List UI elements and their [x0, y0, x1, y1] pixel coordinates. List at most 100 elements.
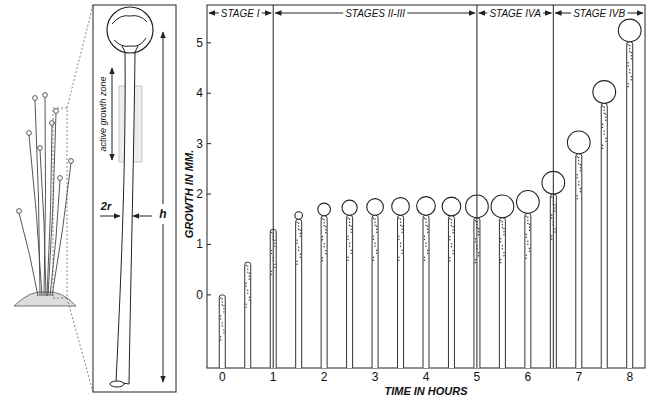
stipple	[325, 232, 326, 233]
stipple	[500, 220, 501, 221]
stipple	[400, 219, 401, 220]
stipple	[373, 260, 374, 261]
stipple	[478, 234, 479, 235]
stipple	[322, 257, 323, 258]
stipple	[475, 241, 476, 242]
radius-arrow	[100, 216, 120, 217]
marks	[219, 19, 641, 368]
stipple	[398, 257, 399, 258]
stipple	[576, 174, 577, 175]
stipple	[247, 265, 248, 266]
x-tick-label: 4	[423, 370, 430, 384]
stipple	[554, 204, 555, 205]
stipple	[373, 236, 374, 237]
sporangium	[392, 198, 410, 216]
stipple	[274, 246, 275, 247]
y-tick-label: 0	[196, 288, 203, 302]
stipple	[349, 219, 350, 220]
zoom-line	[67, 5, 93, 108]
stipple	[401, 229, 402, 230]
stipple	[401, 226, 402, 227]
x-tick-label: 8	[626, 370, 633, 384]
stipple	[245, 282, 246, 283]
sporangium	[367, 199, 384, 216]
stipple	[271, 274, 272, 275]
stipple	[580, 188, 581, 189]
cluster	[14, 5, 93, 392]
stipple	[325, 250, 326, 251]
stipple	[223, 305, 224, 306]
stipple	[322, 218, 323, 219]
stipple	[629, 72, 630, 73]
stipple	[222, 304, 223, 305]
stipple	[527, 223, 528, 224]
stipple	[373, 218, 374, 219]
stipple	[298, 250, 299, 251]
stipple	[576, 198, 577, 199]
stipple	[376, 253, 377, 254]
chart: 012345012345678TIME IN HOURSGROWTH IN MM…	[183, 5, 645, 397]
stipple	[478, 228, 479, 229]
stipple	[351, 229, 352, 230]
stage-label: STAGES II-III	[345, 8, 405, 19]
stalk	[347, 215, 353, 368]
stipple	[398, 218, 399, 219]
stipple	[322, 239, 323, 240]
stipple	[527, 217, 528, 218]
stipple	[298, 247, 299, 248]
stipple	[220, 297, 221, 298]
stipple	[503, 231, 504, 232]
sporangium-sketch	[27, 131, 32, 136]
stalk-sketch	[19, 213, 38, 296]
stipple	[249, 299, 250, 300]
sporangium	[295, 212, 303, 220]
stipple	[223, 308, 224, 309]
stipple	[551, 238, 552, 239]
stalk	[448, 216, 454, 368]
stipple	[602, 127, 603, 128]
stipple	[376, 226, 377, 227]
stipple	[578, 184, 579, 185]
stipple	[349, 246, 350, 247]
stipple	[300, 257, 301, 258]
stipple	[249, 275, 250, 276]
stipple	[631, 58, 632, 59]
stipple	[398, 239, 399, 240]
stipple	[605, 117, 606, 118]
stipple	[325, 226, 326, 227]
stipple	[551, 214, 552, 215]
stipple	[449, 239, 450, 240]
radius-label: 2r	[100, 200, 112, 212]
sporangium	[618, 19, 641, 42]
stage-label-bg	[343, 8, 407, 19]
stipple	[449, 257, 450, 258]
stipple	[478, 231, 479, 232]
stipple	[527, 244, 528, 245]
stipple	[631, 76, 632, 77]
stipple	[627, 65, 628, 66]
stipple	[502, 227, 503, 228]
sporangium	[417, 197, 436, 216]
stipple	[451, 219, 452, 220]
stipple	[401, 253, 402, 254]
stipple	[475, 262, 476, 263]
stipple	[374, 219, 375, 220]
stipple	[349, 222, 350, 223]
stipple	[296, 264, 297, 265]
stipple	[296, 261, 297, 262]
stipple	[347, 260, 348, 261]
y-tick-label: 2	[196, 187, 203, 201]
sporangium-sketch	[17, 209, 22, 214]
stipple	[478, 255, 479, 256]
stipple	[300, 254, 301, 255]
stipple	[274, 267, 275, 268]
stipple	[449, 260, 450, 261]
stipple	[604, 110, 605, 111]
stipple	[631, 55, 632, 56]
stipple	[580, 170, 581, 171]
stalk	[372, 215, 378, 368]
stipple	[551, 217, 552, 218]
stipple	[500, 259, 501, 260]
stipple	[451, 243, 452, 244]
x-tick-label: 5	[474, 370, 481, 384]
